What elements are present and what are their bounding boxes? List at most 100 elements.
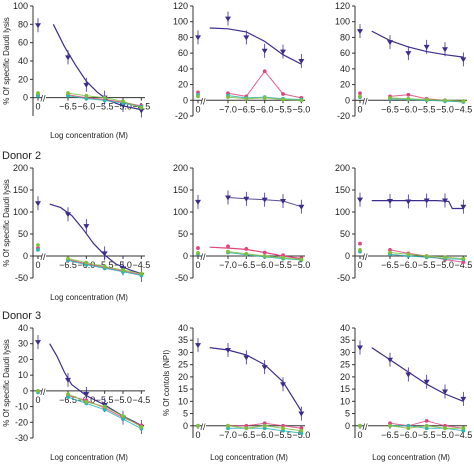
data-point-purple	[442, 198, 448, 204]
x-tick-label: −4.5	[454, 260, 472, 270]
data-point-green	[121, 99, 125, 104]
fit-curve-purple	[52, 24, 142, 111]
data-point-green	[281, 426, 285, 431]
data-point-purple	[298, 204, 305, 210]
y-tick-label: 5	[183, 409, 188, 419]
data-point-green	[424, 97, 429, 102]
y-tick-label: 15	[340, 384, 350, 394]
data-point-green	[244, 251, 249, 256]
axis-break-mark: //	[362, 96, 368, 106]
control-point-teal	[36, 93, 40, 98]
y-tick-label: 15	[178, 384, 188, 394]
data-point-purple	[405, 372, 412, 378]
control-point-green	[36, 388, 40, 393]
series-green	[358, 247, 466, 261]
data-point-purple	[261, 48, 268, 54]
y-tick-label: 50	[18, 229, 28, 239]
data-point-teal	[66, 395, 70, 400]
x-axis-label: Log concentration (M)	[50, 453, 128, 462]
y-tick-label: 40	[340, 323, 350, 333]
y-axis-label: % Of specific Daudi lysis	[2, 179, 11, 267]
data-point-teal	[121, 417, 125, 422]
y-tick-label: 40	[178, 64, 188, 74]
control-point-teal	[36, 247, 40, 252]
x-zero-label: 0	[35, 395, 40, 405]
series-purple	[195, 338, 305, 421]
data-point-green	[226, 95, 230, 100]
panel-2-1: -50050100150200//0−6.5−6.0−5.5−5.0−4.5% …	[2, 163, 150, 302]
axis-break-mark: //	[362, 252, 368, 262]
data-point-green	[281, 255, 285, 260]
x-tick-label: −5.5	[274, 260, 292, 270]
fit-curve-purple	[49, 343, 142, 426]
y-tick-label: 5	[345, 409, 350, 419]
y-tick-label: 150	[173, 185, 188, 195]
y-tick-label: 80	[18, 19, 28, 29]
x-tick-label: −6.0	[256, 430, 274, 440]
y-tick-label: 0	[183, 95, 188, 105]
x-tick-label: −6.0	[399, 260, 417, 270]
x-tick-label: −6.5	[381, 104, 399, 114]
control-point-green	[36, 91, 40, 95]
y-tick-label: 60	[340, 48, 350, 58]
data-point-purple	[280, 49, 286, 55]
y-tick-label: 200	[173, 163, 188, 173]
y-tick-label: 60	[18, 38, 28, 48]
x-axis-label: Log concentration (M)	[210, 453, 288, 462]
x-zero-label: 0	[195, 430, 200, 440]
control-point-green	[36, 243, 40, 247]
x-tick-label: −6.5	[59, 395, 77, 405]
y-tick-label: 120	[173, 1, 188, 11]
control-point-green	[358, 94, 362, 99]
data-point-green	[443, 255, 447, 260]
x-tick-label: −5.0	[292, 260, 310, 270]
data-point-purple	[243, 196, 250, 202]
x-axis-label: Log concentration (M)	[50, 293, 128, 302]
y-tick-label: 0	[23, 93, 28, 103]
data-point-pink	[424, 418, 429, 423]
y-tick-label: 10	[178, 396, 188, 406]
fit-curve-purple	[49, 203, 142, 275]
y-tick-label: 100	[13, 1, 28, 11]
x-tick-label: −6.5	[59, 260, 77, 270]
x-axis-label: Log concentration (M)	[50, 131, 128, 140]
y-tick-label: 50	[340, 229, 350, 239]
series-green	[36, 91, 144, 110]
y-tick-label: 50	[178, 229, 188, 239]
x-tick-label: −7.0	[219, 104, 237, 114]
data-point-green	[443, 98, 447, 103]
data-point-purple	[225, 348, 231, 353]
x-tick-label: −5.0	[114, 395, 132, 405]
data-point-green	[84, 399, 89, 404]
data-point-pink	[388, 247, 392, 252]
data-point-green	[461, 426, 466, 431]
data-point-pink	[262, 250, 267, 255]
data-point-green	[102, 264, 107, 269]
y-tick-label: 30	[340, 347, 350, 357]
series-green	[36, 243, 144, 276]
y-axis-label: % Of specific Daudi lysis	[2, 17, 11, 105]
panel-3-2: 0510152025303540//0−7.0−6.5−6.0−5.5−5.0%…	[162, 323, 310, 462]
y-tick-label: 0	[23, 251, 28, 261]
control-point-pink	[196, 246, 200, 250]
fit-curve-pink	[227, 70, 302, 99]
control-point-purple	[357, 197, 363, 203]
control-point-green	[358, 423, 362, 428]
y-tick-label: 20	[178, 372, 188, 382]
y-tick-label: -20	[15, 417, 28, 427]
y-tick-label: 30	[18, 339, 28, 349]
data-point-teal	[66, 93, 70, 98]
data-point-purple	[405, 51, 412, 57]
panel-3-1: -30-20-10010203040//0−6.5−6.0−5.5−5.0−4.…	[2, 323, 150, 462]
data-point-purple	[280, 199, 286, 204]
y-tick-label: 40	[18, 323, 28, 333]
data-point-purple	[101, 251, 108, 257]
fit-curve-purple	[209, 347, 302, 412]
x-zero-label: 0	[195, 260, 200, 270]
data-point-purple	[442, 47, 448, 53]
data-point-purple	[261, 365, 268, 371]
data-point-green	[443, 426, 447, 431]
